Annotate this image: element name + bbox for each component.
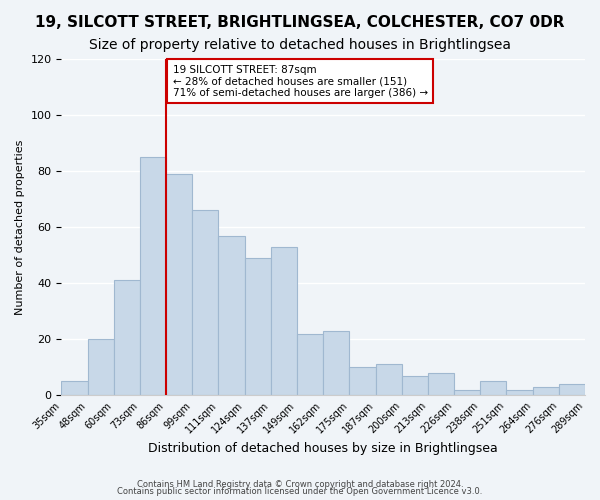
Bar <box>114 280 140 396</box>
Bar <box>218 236 245 396</box>
Bar <box>271 247 297 396</box>
Y-axis label: Number of detached properties: Number of detached properties <box>15 140 25 315</box>
Text: 19 SILCOTT STREET: 87sqm
← 28% of detached houses are smaller (151)
71% of semi-: 19 SILCOTT STREET: 87sqm ← 28% of detach… <box>173 64 428 98</box>
Text: Contains public sector information licensed under the Open Government Licence v3: Contains public sector information licen… <box>118 488 482 496</box>
Bar <box>402 376 428 396</box>
Bar <box>506 390 533 396</box>
Bar <box>88 339 114 396</box>
Bar <box>61 382 88 396</box>
Bar <box>297 334 323 396</box>
Bar <box>140 157 166 396</box>
Bar <box>166 174 193 396</box>
Text: 19, SILCOTT STREET, BRIGHTLINGSEA, COLCHESTER, CO7 0DR: 19, SILCOTT STREET, BRIGHTLINGSEA, COLCH… <box>35 15 565 30</box>
Text: Contains HM Land Registry data © Crown copyright and database right 2024.: Contains HM Land Registry data © Crown c… <box>137 480 463 489</box>
Bar <box>480 382 506 396</box>
Bar <box>533 387 559 396</box>
Bar <box>245 258 271 396</box>
Bar <box>454 390 480 396</box>
Bar <box>323 331 349 396</box>
Bar <box>559 384 585 396</box>
Bar <box>193 210 218 396</box>
Bar <box>428 373 454 396</box>
Bar <box>349 368 376 396</box>
Bar <box>376 364 402 396</box>
Text: Size of property relative to detached houses in Brightlingsea: Size of property relative to detached ho… <box>89 38 511 52</box>
X-axis label: Distribution of detached houses by size in Brightlingsea: Distribution of detached houses by size … <box>148 442 498 455</box>
